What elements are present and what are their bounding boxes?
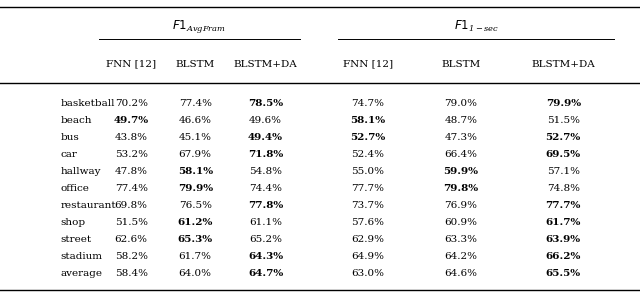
- Text: 74.7%: 74.7%: [351, 99, 385, 108]
- Text: 57.6%: 57.6%: [351, 218, 385, 227]
- Text: BLSTM+DA: BLSTM+DA: [531, 60, 595, 69]
- Text: bus: bus: [61, 133, 79, 142]
- Text: 64.6%: 64.6%: [444, 269, 477, 277]
- Text: 79.9%: 79.9%: [178, 184, 212, 193]
- Text: 64.2%: 64.2%: [444, 252, 477, 260]
- Text: basketball: basketball: [61, 99, 115, 108]
- Text: 49.4%: 49.4%: [248, 133, 283, 142]
- Text: 73.7%: 73.7%: [351, 201, 385, 210]
- Text: 45.1%: 45.1%: [179, 133, 212, 142]
- Text: 64.3%: 64.3%: [248, 252, 283, 260]
- Text: FNN [12]: FNN [12]: [343, 60, 393, 69]
- Text: 77.8%: 77.8%: [248, 201, 284, 210]
- Text: 58.1%: 58.1%: [178, 167, 212, 176]
- Text: BLSTM: BLSTM: [175, 60, 215, 69]
- Text: 69.5%: 69.5%: [546, 150, 580, 159]
- Text: 61.7%: 61.7%: [545, 218, 581, 227]
- Text: 53.2%: 53.2%: [115, 150, 148, 159]
- Text: 61.2%: 61.2%: [177, 218, 213, 227]
- Text: 47.8%: 47.8%: [115, 167, 148, 176]
- Text: 51.5%: 51.5%: [547, 116, 580, 125]
- Text: 57.1%: 57.1%: [547, 167, 580, 176]
- Text: 66.2%: 66.2%: [545, 252, 581, 260]
- Text: BLSTM+DA: BLSTM+DA: [234, 60, 298, 69]
- Text: 52.7%: 52.7%: [545, 133, 581, 142]
- Text: 70.2%: 70.2%: [115, 99, 148, 108]
- Text: 54.8%: 54.8%: [249, 167, 282, 176]
- Text: 51.5%: 51.5%: [115, 218, 148, 227]
- Text: 64.9%: 64.9%: [351, 252, 385, 260]
- Text: 63.0%: 63.0%: [351, 269, 385, 277]
- Text: average: average: [61, 269, 103, 277]
- Text: 65.5%: 65.5%: [546, 269, 580, 277]
- Text: 74.8%: 74.8%: [547, 184, 580, 193]
- Text: 52.7%: 52.7%: [350, 133, 386, 142]
- Text: beach: beach: [61, 116, 92, 125]
- Text: hallway: hallway: [61, 167, 101, 176]
- Text: 58.4%: 58.4%: [115, 269, 148, 277]
- Text: 58.2%: 58.2%: [115, 252, 148, 260]
- Text: 64.0%: 64.0%: [179, 269, 212, 277]
- Text: 60.9%: 60.9%: [444, 218, 477, 227]
- Text: 61.1%: 61.1%: [249, 218, 282, 227]
- Text: shop: shop: [61, 218, 86, 227]
- Text: 59.9%: 59.9%: [444, 167, 478, 176]
- Text: 55.0%: 55.0%: [351, 167, 385, 176]
- Text: FNN [12]: FNN [12]: [106, 60, 156, 69]
- Text: 79.9%: 79.9%: [546, 99, 580, 108]
- Text: $F1_{\mathregular{AvgFram}}$: $F1_{\mathregular{AvgFram}}$: [172, 18, 227, 35]
- Text: 58.1%: 58.1%: [351, 116, 385, 125]
- Text: 62.6%: 62.6%: [115, 235, 148, 244]
- Text: 69.8%: 69.8%: [115, 201, 148, 210]
- Text: street: street: [61, 235, 92, 244]
- Text: 65.3%: 65.3%: [178, 235, 212, 244]
- Text: 48.7%: 48.7%: [444, 116, 477, 125]
- Text: 52.4%: 52.4%: [351, 150, 385, 159]
- Text: 64.7%: 64.7%: [248, 269, 284, 277]
- Text: 63.9%: 63.9%: [546, 235, 580, 244]
- Text: 74.4%: 74.4%: [249, 184, 282, 193]
- Text: 76.5%: 76.5%: [179, 201, 212, 210]
- Text: 79.0%: 79.0%: [444, 99, 477, 108]
- Text: 49.7%: 49.7%: [114, 116, 148, 125]
- Text: restaurant: restaurant: [61, 201, 116, 210]
- Text: 78.5%: 78.5%: [248, 99, 283, 108]
- Text: 77.4%: 77.4%: [115, 184, 148, 193]
- Text: 66.4%: 66.4%: [444, 150, 477, 159]
- Text: 67.9%: 67.9%: [179, 150, 212, 159]
- Text: 77.4%: 77.4%: [179, 99, 212, 108]
- Text: 49.6%: 49.6%: [249, 116, 282, 125]
- Text: 65.2%: 65.2%: [249, 235, 282, 244]
- Text: $F1_{\mathregular{1-sec}}$: $F1_{\mathregular{1-sec}}$: [454, 19, 499, 34]
- Text: 76.9%: 76.9%: [444, 201, 477, 210]
- Text: 43.8%: 43.8%: [115, 133, 148, 142]
- Text: 79.8%: 79.8%: [444, 184, 478, 193]
- Text: 77.7%: 77.7%: [351, 184, 385, 193]
- Text: 77.7%: 77.7%: [545, 201, 581, 210]
- Text: 63.3%: 63.3%: [444, 235, 477, 244]
- Text: car: car: [61, 150, 77, 159]
- Text: 71.8%: 71.8%: [248, 150, 284, 159]
- Text: stadium: stadium: [61, 252, 103, 260]
- Text: BLSTM: BLSTM: [441, 60, 481, 69]
- Text: 62.9%: 62.9%: [351, 235, 385, 244]
- Text: office: office: [61, 184, 90, 193]
- Text: 46.6%: 46.6%: [179, 116, 212, 125]
- Text: 61.7%: 61.7%: [179, 252, 212, 260]
- Text: 47.3%: 47.3%: [444, 133, 477, 142]
